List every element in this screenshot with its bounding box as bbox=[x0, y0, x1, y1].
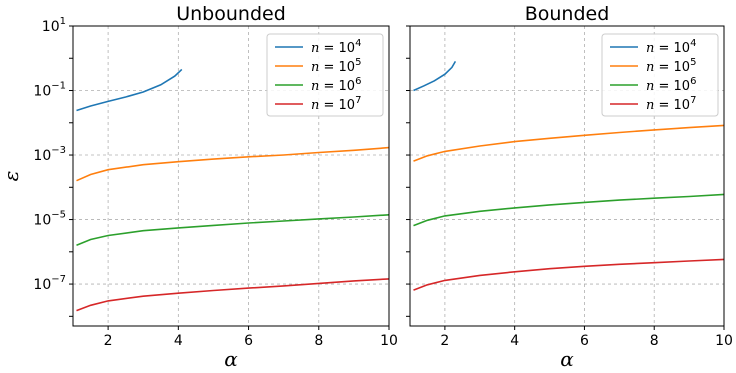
x-tick-label: 2 bbox=[440, 333, 449, 349]
x-tick-label: 4 bbox=[174, 333, 183, 349]
x-tick-label: 8 bbox=[314, 333, 323, 349]
panel-title: Bounded bbox=[525, 3, 610, 25]
series-line-n-1e5 bbox=[76, 146, 390, 182]
legend-entry: n = 104 bbox=[646, 38, 696, 56]
series-line-n-1e4 bbox=[413, 60, 457, 92]
series-line-n-1e6 bbox=[413, 193, 725, 227]
legend-entry: n = 106 bbox=[311, 76, 361, 94]
series-line-n-1e5 bbox=[413, 124, 725, 162]
panel-title: Unbounded bbox=[176, 3, 286, 25]
panel-unbounded: 2 4 6 8 10 101 10−1 10−3 10−5 10−7 Unbounded α ε n = … bbox=[0, 3, 398, 371]
series-line-n-1e7 bbox=[76, 278, 390, 312]
y-axis-label: ε bbox=[0, 171, 23, 182]
y-tick-label: 101 bbox=[42, 16, 66, 35]
legend-entry: n = 106 bbox=[646, 76, 696, 94]
series-line-n-1e4 bbox=[76, 68, 183, 112]
legend-box bbox=[601, 33, 719, 117]
x-tick-label: 6 bbox=[580, 333, 589, 349]
x-tick-label: 6 bbox=[244, 333, 253, 349]
x-tick-label: 8 bbox=[650, 333, 659, 349]
series-line-n-1e7 bbox=[413, 258, 725, 291]
y-tick-label: 10−3 bbox=[33, 145, 66, 164]
x-tick-label: 4 bbox=[510, 333, 519, 349]
legend-entry: n = 107 bbox=[646, 95, 696, 113]
y-tick-label: 10−5 bbox=[33, 210, 66, 229]
y-tick-label: 10−7 bbox=[33, 274, 66, 293]
axes-frame bbox=[72, 25, 390, 327]
legend-entry: n = 105 bbox=[311, 57, 361, 75]
y-tick-label: 10−1 bbox=[33, 81, 66, 100]
x-tick-label: 10 bbox=[715, 333, 733, 349]
x-tick-label: 10 bbox=[380, 333, 398, 349]
legend-entry: n = 104 bbox=[311, 38, 361, 56]
legend-entry: n = 105 bbox=[646, 57, 696, 75]
x-tick-label: 2 bbox=[104, 333, 113, 349]
axes-frame bbox=[409, 25, 725, 327]
series-line-n-1e6 bbox=[76, 214, 390, 246]
x-axis-label: α bbox=[224, 347, 238, 371]
legend-box bbox=[266, 33, 384, 117]
x-axis-label: α bbox=[560, 347, 574, 371]
legend-entry: n = 107 bbox=[311, 95, 361, 113]
